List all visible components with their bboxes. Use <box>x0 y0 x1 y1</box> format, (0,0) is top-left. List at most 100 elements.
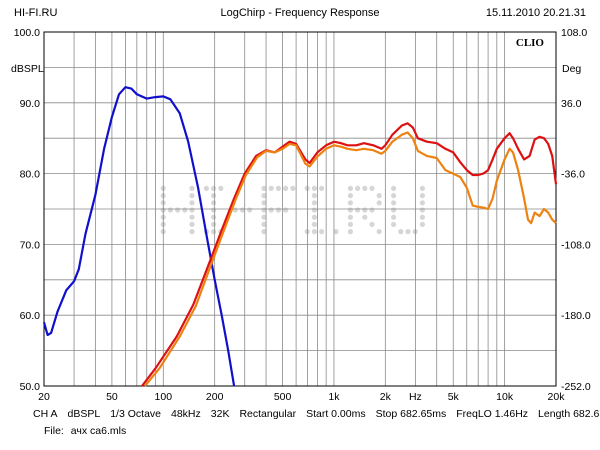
chart-window-title: LogChirp - Frequency Response <box>220 7 380 19</box>
watermark-dot <box>419 185 425 191</box>
x-tick-label: 2k <box>380 391 392 403</box>
y-axis-left-label: dBSPL <box>11 63 44 75</box>
watermark-dot <box>319 229 325 235</box>
y-tick-label-right: -180.0 <box>561 310 591 322</box>
watermark-dot <box>311 229 317 235</box>
watermark-dot <box>261 185 267 191</box>
watermark-dot <box>391 214 397 220</box>
footer-setting: Stop 682.65ms <box>375 408 447 420</box>
watermark-dot <box>376 229 382 235</box>
watermark-dot <box>391 207 397 213</box>
watermark-dot <box>261 200 267 206</box>
watermark-dot <box>311 221 317 227</box>
series-line-3 <box>144 131 557 387</box>
watermark-dot <box>175 207 181 213</box>
series-group <box>42 86 558 387</box>
frequency-response-chart: 20 50 100 200 500 1k 2k Hz 5k 10k 20k 100.0 90.0 80.0… <box>11 27 591 403</box>
watermark-dot <box>211 221 217 227</box>
series-line-1 <box>42 86 236 387</box>
watermark-dot <box>189 229 195 235</box>
watermark-dot <box>311 207 317 213</box>
watermark-dot <box>167 207 173 213</box>
watermark-dot <box>391 200 397 206</box>
watermark-dot <box>362 207 368 213</box>
watermark-dot <box>311 200 317 206</box>
y-tick-label-right: -36.0 <box>561 169 585 181</box>
x-tick-label: Hz <box>409 391 422 403</box>
x-tick-label: 10k <box>496 391 514 403</box>
watermark-dot <box>189 200 195 206</box>
watermark-dot <box>290 185 296 191</box>
x-tick-label: 20 <box>38 391 50 403</box>
watermark-dot <box>268 185 274 191</box>
watermark-dot <box>347 193 353 199</box>
watermark-dot <box>189 193 195 199</box>
file-line: File: ачх са6.mls <box>44 425 130 437</box>
watermark-dot <box>391 221 397 227</box>
x-tick-label: 5k <box>448 391 460 403</box>
footer-setting: FreqLO 1.46Hz <box>456 408 529 420</box>
footer-settings-row: CH A dBSPL 1/3 Octave 48kHz 32K Rectangular St… <box>33 408 600 420</box>
y-tick-label-left: 70.0 <box>20 239 41 251</box>
watermark-dot <box>211 185 217 191</box>
x-tick-label: 1k <box>328 391 340 403</box>
x-tick-label: 50 <box>106 391 118 403</box>
watermark-dot <box>261 214 267 220</box>
watermark-dot <box>218 185 224 191</box>
watermark-dot <box>347 221 353 227</box>
watermark-dot <box>333 229 339 235</box>
y-tick-label-left: 100.0 <box>14 27 40 39</box>
watermark-dot <box>347 185 353 191</box>
x-tick-label: 200 <box>206 391 224 403</box>
watermark-dot <box>319 185 325 191</box>
watermark-dot <box>189 221 195 227</box>
watermark-dot <box>369 185 375 191</box>
watermark-dot <box>275 207 281 213</box>
watermark-dot <box>376 200 382 206</box>
watermark-dot <box>211 214 217 220</box>
watermark-dot <box>405 229 411 235</box>
watermark-dot <box>261 229 267 235</box>
watermark-dot <box>211 193 217 199</box>
watermark-dot <box>355 185 361 191</box>
y-axis-right-label: Deg <box>562 63 581 75</box>
watermark-dot <box>347 214 353 220</box>
y-tick-label-left: 50.0 <box>20 381 41 393</box>
axes-labels: 20 50 100 200 500 1k 2k Hz 5k 10k 20k 100.0 90.0 80.0… <box>14 27 591 403</box>
watermark-dot <box>347 200 353 206</box>
file-label: File: <box>44 425 64 437</box>
y-tick-label-right: 108.0 <box>561 27 587 39</box>
watermark-dot <box>261 193 267 199</box>
file-name: ачх са6.mls <box>70 425 127 437</box>
watermark-dot <box>419 200 425 206</box>
watermark-dot <box>283 185 289 191</box>
grid <box>44 32 556 386</box>
y-tick-label-right: -108.0 <box>561 239 591 251</box>
footer-setting: CH A <box>33 408 58 420</box>
watermark-dot <box>347 229 353 235</box>
watermark-dot <box>311 185 317 191</box>
watermark-dot <box>275 185 281 191</box>
y-tick-label-right: 36.0 <box>561 98 582 110</box>
footer-setting: 32K <box>210 408 230 420</box>
watermark-dot <box>261 221 267 227</box>
watermark-dot <box>369 207 375 213</box>
watermark-dot <box>189 185 195 191</box>
watermark-dot <box>362 185 368 191</box>
plot-frame <box>43 31 557 387</box>
watermark-dot <box>419 207 425 213</box>
watermark-dot <box>189 207 195 213</box>
watermark-dot <box>347 207 353 213</box>
watermark-dot <box>391 193 397 199</box>
footer-setting: 1/3 Octave <box>110 408 161 420</box>
watermark-dot <box>283 207 289 213</box>
watermark-dot <box>376 193 382 199</box>
header-left-label: HI-FI.RU <box>14 7 58 19</box>
y-tick-label-left: 90.0 <box>20 98 41 110</box>
x-tick-label: 500 <box>274 391 292 403</box>
watermark-dot <box>239 207 245 213</box>
watermark-dot <box>203 185 209 191</box>
watermark-dot <box>419 221 425 227</box>
watermark-dot <box>355 207 361 213</box>
watermark-dot <box>268 207 274 213</box>
